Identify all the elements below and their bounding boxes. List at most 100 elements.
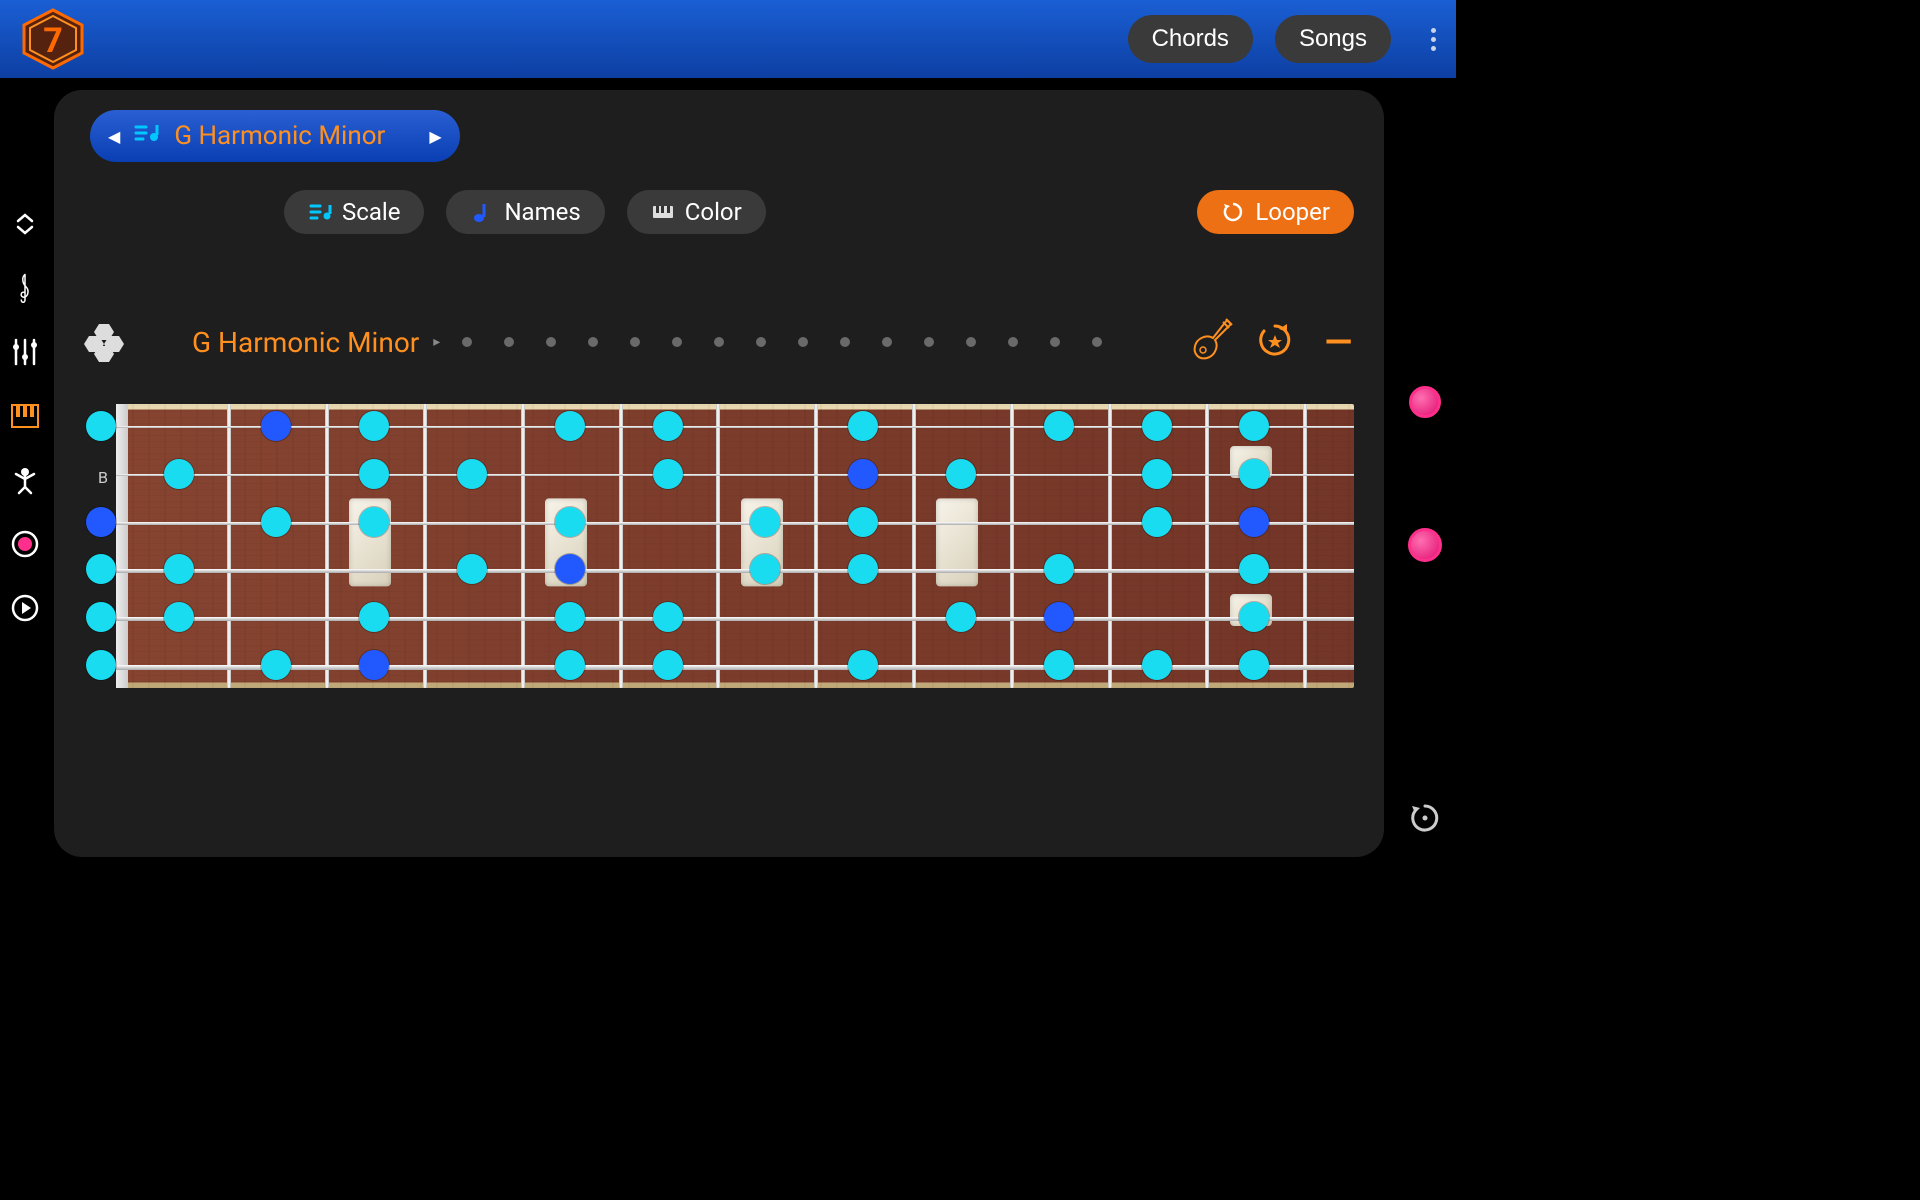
fret-note[interactable]	[555, 411, 585, 441]
fret-note[interactable]	[750, 507, 780, 537]
next-arrow-icon[interactable]: ▶	[429, 127, 441, 146]
fret-note[interactable]	[1239, 554, 1269, 584]
progress-dot[interactable]	[546, 337, 556, 347]
fret-note[interactable]	[86, 507, 116, 537]
fret-note[interactable]	[848, 507, 878, 537]
looper-button[interactable]: Looper	[1197, 190, 1354, 234]
fret-note[interactable]	[261, 507, 291, 537]
prev-arrow-icon[interactable]: ◀	[108, 127, 120, 146]
piano-mini-icon	[651, 200, 675, 224]
progress-dot[interactable]	[840, 337, 850, 347]
fret-note[interactable]	[86, 602, 116, 632]
fret-note[interactable]	[457, 459, 487, 489]
progress-dot[interactable]	[924, 337, 934, 347]
fret-note[interactable]	[164, 554, 194, 584]
fret-note[interactable]	[86, 554, 116, 584]
fret-note[interactable]	[1142, 459, 1172, 489]
fret-note[interactable]	[555, 507, 585, 537]
fret-note[interactable]	[848, 650, 878, 680]
color-option-button[interactable]: Color	[627, 190, 766, 234]
fret-note[interactable]	[848, 411, 878, 441]
fret-note[interactable]	[359, 459, 389, 489]
fret-note[interactable]	[86, 650, 116, 680]
fret-note[interactable]	[750, 554, 780, 584]
minimize-icon[interactable]: —	[1325, 321, 1352, 363]
fret-note[interactable]	[86, 411, 116, 441]
reset-star-icon[interactable]	[1257, 322, 1293, 362]
fret-note[interactable]	[164, 602, 194, 632]
fret-note[interactable]	[555, 650, 585, 680]
record-marker-b[interactable]	[1408, 528, 1442, 562]
fret-note[interactable]	[555, 602, 585, 632]
fret-note[interactable]	[359, 650, 389, 680]
fret-wire	[423, 404, 427, 688]
fret-note[interactable]	[1044, 602, 1074, 632]
app-logo[interactable]: 7	[20, 8, 86, 70]
title-row: G Harmonic Minor ▸ —	[84, 316, 1354, 368]
chords-button[interactable]: Chords	[1128, 15, 1253, 63]
cluster-icon[interactable]	[84, 322, 128, 362]
options-row: Scale Names Color Looper	[284, 190, 1354, 234]
names-option-button[interactable]: Names	[446, 190, 604, 234]
treble-clef-icon[interactable]	[9, 272, 41, 304]
record-marker-a[interactable]	[1409, 386, 1441, 418]
scale-option-button[interactable]: Scale	[284, 190, 424, 234]
record-icon[interactable]	[9, 528, 41, 560]
fret-note[interactable]	[653, 602, 683, 632]
fret-note[interactable]	[359, 602, 389, 632]
fret-note[interactable]	[1239, 650, 1269, 680]
app-root: 7 Chords Songs	[0, 0, 1456, 869]
fret-note[interactable]	[1142, 650, 1172, 680]
piano-icon[interactable]	[9, 400, 41, 432]
fret-note[interactable]	[1142, 411, 1172, 441]
fret-wire	[619, 404, 623, 688]
scale-selector[interactable]: ◀ G Harmonic Minor ▶	[90, 110, 460, 162]
progress-dot[interactable]	[798, 337, 808, 347]
progress-dot[interactable]	[1050, 337, 1060, 347]
fret-note[interactable]	[1239, 507, 1269, 537]
fret-note[interactable]	[359, 507, 389, 537]
fret-note[interactable]	[164, 459, 194, 489]
fret-note[interactable]	[261, 411, 291, 441]
fret-note[interactable]	[261, 650, 291, 680]
fret-note[interactable]	[653, 650, 683, 680]
fret-note[interactable]	[1044, 554, 1074, 584]
fret-note[interactable]	[1239, 411, 1269, 441]
progress-dot[interactable]	[882, 337, 892, 347]
fret-note[interactable]	[359, 411, 389, 441]
fret-note[interactable]	[1239, 602, 1269, 632]
fret-note[interactable]	[848, 459, 878, 489]
fret-note[interactable]	[1044, 650, 1074, 680]
fretboard-nut	[116, 404, 128, 688]
progress-dot[interactable]	[1092, 337, 1102, 347]
progress-dot[interactable]	[672, 337, 682, 347]
fret-note[interactable]	[946, 459, 976, 489]
fretboard[interactable]	[116, 404, 1354, 688]
fret-wire	[325, 404, 329, 688]
fret-note[interactable]	[653, 459, 683, 489]
conductor-icon[interactable]	[9, 464, 41, 496]
songs-button[interactable]: Songs	[1275, 15, 1391, 63]
progress-dot[interactable]	[1008, 337, 1018, 347]
progress-dot[interactable]	[504, 337, 514, 347]
progress-dot[interactable]	[630, 337, 640, 347]
progress-dot[interactable]	[462, 337, 472, 347]
overflow-menu-icon[interactable]	[1431, 28, 1436, 51]
fret-note[interactable]	[457, 554, 487, 584]
progress-dot[interactable]	[966, 337, 976, 347]
play-icon[interactable]	[9, 592, 41, 624]
fret-note[interactable]	[946, 602, 976, 632]
progress-dot[interactable]	[588, 337, 598, 347]
fret-note[interactable]	[1142, 507, 1172, 537]
undo-icon[interactable]	[1408, 801, 1442, 839]
fret-note[interactable]	[555, 554, 585, 584]
fret-note[interactable]	[653, 411, 683, 441]
progress-dot[interactable]	[714, 337, 724, 347]
fret-note[interactable]	[848, 554, 878, 584]
expand-collapse-icon[interactable]	[9, 208, 41, 240]
fret-note[interactable]	[1239, 459, 1269, 489]
fret-note[interactable]	[1044, 411, 1074, 441]
guitar-icon[interactable]	[1187, 316, 1235, 368]
sliders-icon[interactable]	[9, 336, 41, 368]
progress-dot[interactable]	[756, 337, 766, 347]
